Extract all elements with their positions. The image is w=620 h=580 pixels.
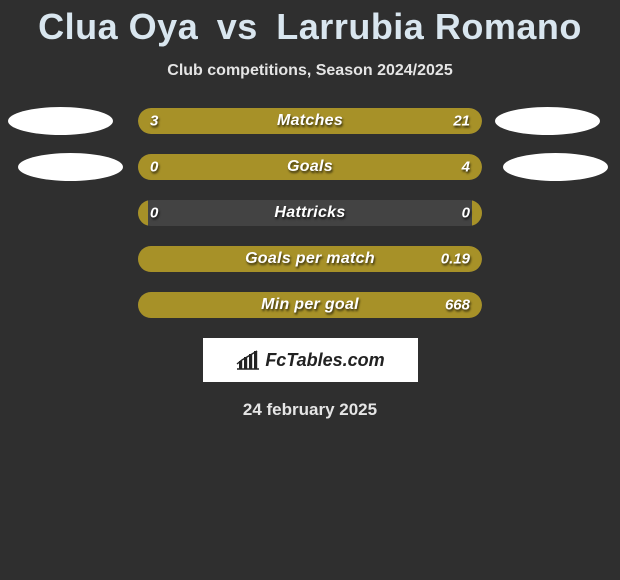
stat-value-left: 0 bbox=[150, 159, 158, 176]
stat-row: Hattricks0 0 bbox=[0, 200, 620, 226]
stat-value-right: 0.19 bbox=[441, 251, 470, 268]
stat-value-left: 3 bbox=[150, 113, 158, 130]
stat-value-right: 668 bbox=[445, 297, 470, 314]
stat-label: Matches bbox=[138, 112, 482, 130]
stat-bar: Goals per match0.19 bbox=[138, 246, 482, 272]
player2-logo-placeholder bbox=[495, 107, 600, 135]
stat-bar: Matches3 21 bbox=[138, 108, 482, 134]
stat-row: Matches3 21 bbox=[0, 108, 620, 134]
player1-logo-placeholder bbox=[18, 153, 123, 181]
stat-bar: Goals0 4 bbox=[138, 154, 482, 180]
stat-value-right: 0 bbox=[462, 205, 470, 222]
bar-chart-icon bbox=[235, 349, 261, 371]
stat-row: Min per goal668 bbox=[0, 292, 620, 318]
player1-name: Clua Oya bbox=[38, 6, 198, 47]
page-title: Clua Oya vs Larrubia Romano bbox=[0, 6, 620, 48]
stat-row: Goals per match0.19 bbox=[0, 246, 620, 272]
stat-label: Hattricks bbox=[138, 204, 482, 222]
subtitle: Club competitions, Season 2024/2025 bbox=[0, 62, 620, 80]
player2-logo-placeholder bbox=[503, 153, 608, 181]
stats-chart: Matches321Goals04Hattricks00Goals per ma… bbox=[0, 108, 620, 318]
stat-row: Goals0 4 bbox=[0, 154, 620, 180]
stat-value-right: 4 bbox=[462, 159, 470, 176]
stat-bar: Min per goal668 bbox=[138, 292, 482, 318]
logo: FcTables.com bbox=[235, 349, 384, 371]
logo-text: FcTables.com bbox=[265, 350, 384, 371]
stat-label: Goals per match bbox=[138, 250, 482, 268]
vs-text: vs bbox=[217, 6, 258, 47]
stat-value-left: 0 bbox=[150, 205, 158, 222]
stat-label: Min per goal bbox=[138, 296, 482, 314]
date-text: 24 february 2025 bbox=[0, 400, 620, 420]
player2-name: Larrubia Romano bbox=[276, 6, 582, 47]
comparison-infographic: Clua Oya vs Larrubia Romano Club competi… bbox=[0, 0, 620, 420]
player1-logo-placeholder bbox=[8, 107, 113, 135]
stat-bar: Hattricks0 0 bbox=[138, 200, 482, 226]
stat-value-right: 21 bbox=[453, 113, 470, 130]
stat-label: Goals bbox=[138, 158, 482, 176]
logo-box: FcTables.com bbox=[203, 338, 418, 382]
